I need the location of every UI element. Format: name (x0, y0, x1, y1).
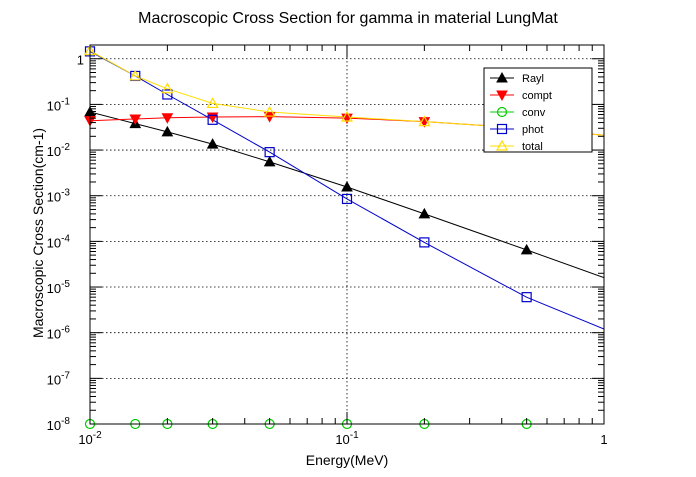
data-point-rayl (341, 180, 353, 192)
legend-marker-total (495, 139, 509, 151)
data-point-phot (162, 89, 173, 100)
data-point-phot (341, 193, 353, 205)
chart-title: Macroscopic Cross Section for gamma in m… (138, 10, 558, 27)
data-point-rayl (263, 155, 276, 167)
x-axis-label: Energy(MeV) (306, 452, 388, 468)
x-tick-label: 10-2 (78, 430, 102, 447)
y-tick-label: 10-8 (47, 416, 71, 433)
data-point-compt (161, 113, 174, 124)
y-tick-label: 10-6 (47, 325, 71, 342)
data-point-rayl (206, 138, 219, 149)
tick-labels: 10-2 10-1 1 1 10-1 10-2 10-3 10-4 10-5 10-6 10-7 10… (47, 53, 608, 447)
legend-label-rayl: Rayl (522, 73, 544, 85)
data-point-phot (521, 292, 532, 303)
legend-marker-phot (496, 123, 508, 135)
y-tick-label: 10-7 (47, 370, 71, 387)
data-point-phot (207, 114, 218, 125)
legend-marker-rayl (496, 71, 508, 83)
data-point-compt (263, 112, 276, 123)
y-axis-label: Macroscopic Cross Section(cm-1) (30, 128, 46, 338)
data-point-total (263, 105, 276, 117)
data-point-total (161, 82, 174, 94)
legend-label-phot: phot (522, 124, 543, 136)
y-tick-label: 1 (77, 53, 84, 68)
y-tick-label: 10-2 (47, 142, 71, 159)
data-point-rayl (161, 125, 174, 137)
data-point-total (206, 97, 219, 109)
data-point-phot (264, 147, 275, 158)
legend: Rayl compt conv phot total (483, 67, 593, 153)
y-tick-label: 10-1 (47, 96, 71, 113)
legend-label-conv: conv (522, 107, 546, 119)
legend-marker-conv (496, 106, 508, 118)
data-point-rayl (520, 243, 533, 255)
data-point-total (340, 110, 354, 122)
legend-label-total: total (522, 141, 543, 153)
data-point-total (418, 115, 431, 127)
y-tick-label: 10-4 (47, 233, 71, 250)
series-line-phot (90, 50, 604, 330)
legend-label-compt: compt (522, 90, 552, 102)
data-point-rayl (418, 207, 431, 219)
data-point-total (129, 69, 142, 81)
y-tick-label: 10-3 (47, 188, 71, 205)
legend-marker-compt (496, 90, 508, 102)
x-tick-label: 10-1 (335, 430, 359, 447)
data-point-compt (129, 114, 142, 125)
x-tick-label: 1 (600, 432, 607, 447)
data-point-phot (419, 237, 430, 248)
y-tick-label: 10-5 (47, 279, 71, 296)
axis-frame (89, 44, 605, 425)
